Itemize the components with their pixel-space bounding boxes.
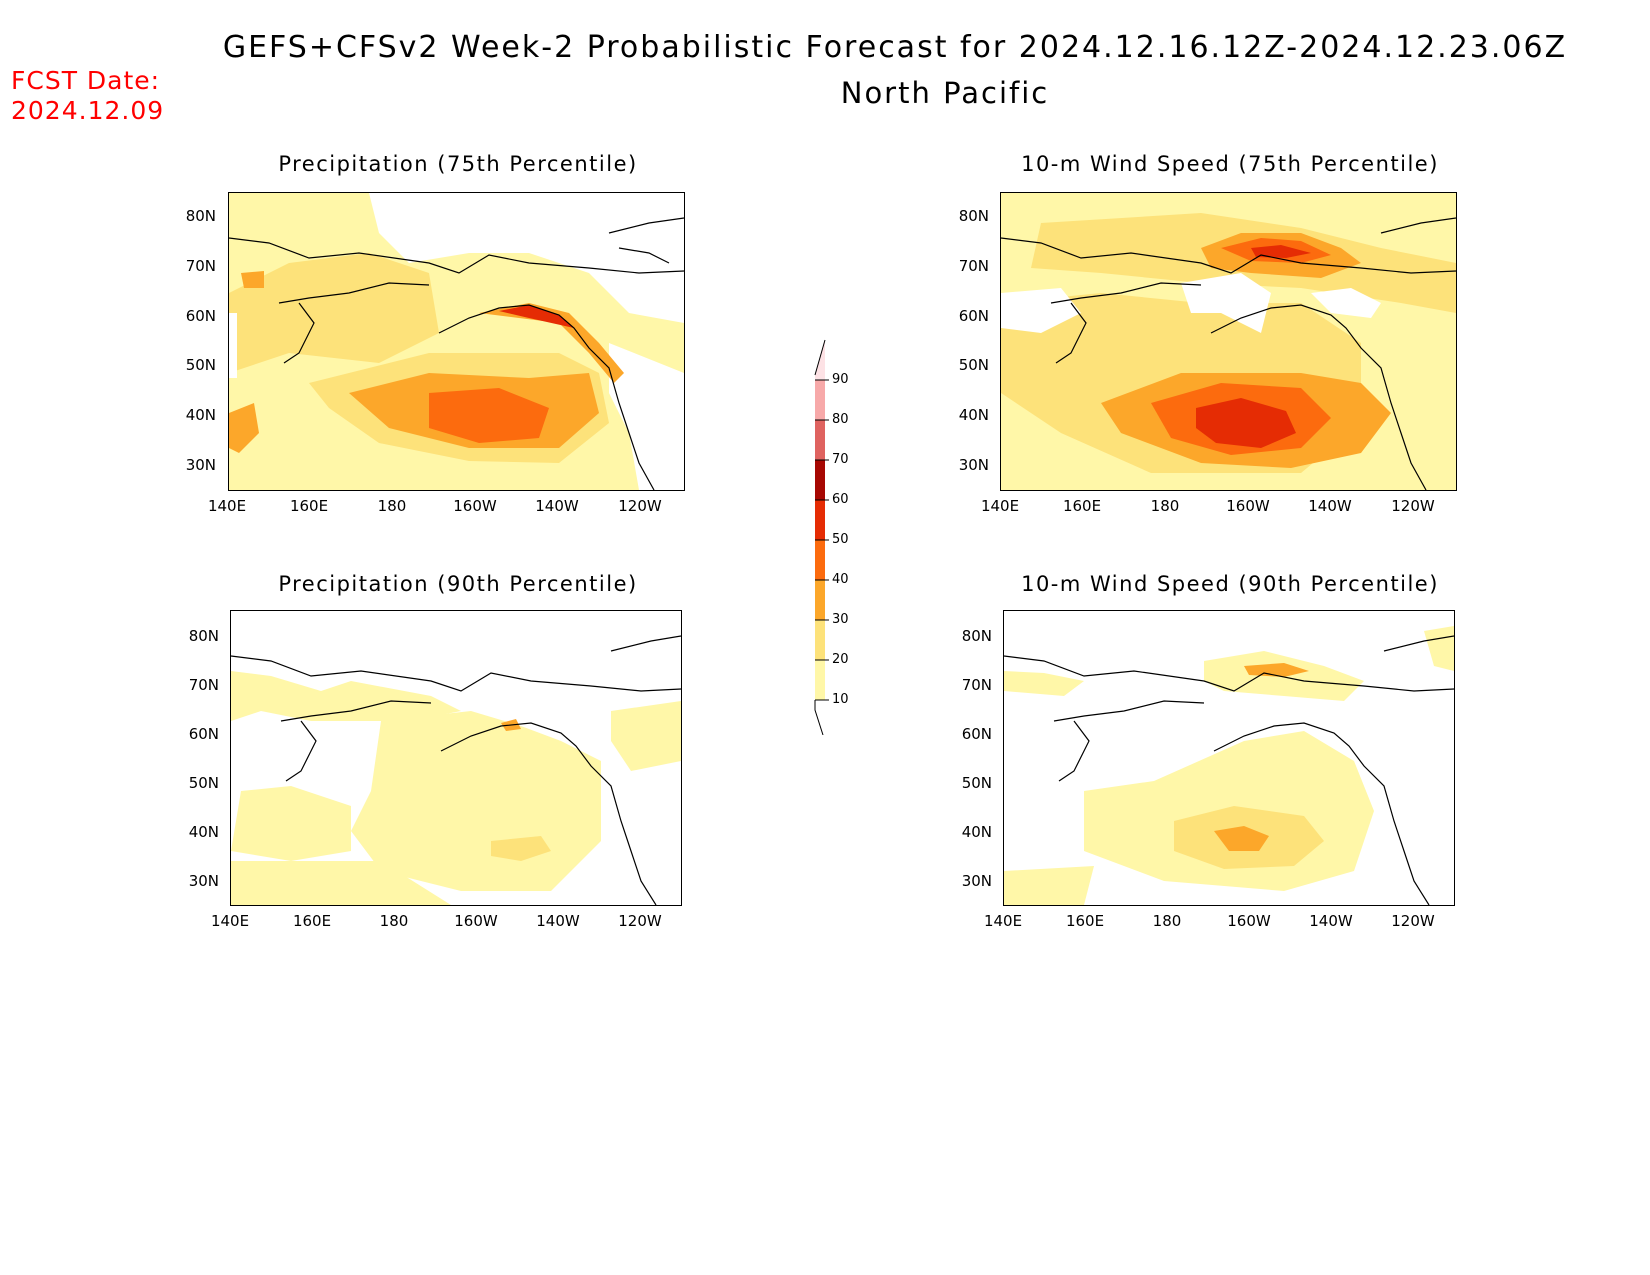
lon-label-140w: 140W — [1309, 912, 1353, 930]
lat-label-60n: 60N — [958, 307, 989, 325]
lat-label-80n: 80N — [958, 207, 989, 225]
colorbar-label-50: 50 — [832, 532, 849, 547]
lat-label-40n: 40N — [961, 823, 992, 841]
lat-label-80n: 80N — [185, 207, 216, 225]
colorbar-swatch-30 — [815, 580, 825, 620]
lat-label-80n: 80N — [188, 627, 219, 645]
lon-label-180: 180 — [377, 497, 407, 515]
lon-label-160w: 160W — [453, 497, 497, 515]
map-plot — [228, 192, 685, 491]
forecast-date-value: 2024.12.09 — [11, 96, 165, 125]
lat-label-50n: 50N — [185, 356, 216, 374]
lat-label-30n: 30N — [958, 456, 989, 474]
lon-label-180: 180 — [379, 912, 409, 930]
colorbar-swatch-50 — [815, 500, 825, 540]
lon-label-160e: 160E — [289, 497, 329, 515]
lon-label-140w: 140W — [1308, 497, 1352, 515]
lon-label-140e: 140E — [980, 497, 1020, 515]
precip-75-field — [229, 193, 684, 490]
colorbar: 90 80 70 60 50 40 30 20 10 — [805, 335, 865, 735]
lat-label-40n: 40N — [958, 406, 989, 424]
wind-75-field — [1001, 193, 1456, 490]
lon-label-180: 180 — [1152, 912, 1182, 930]
lat-label-70n: 70N — [958, 257, 989, 275]
lon-label-140e: 140E — [983, 912, 1023, 930]
wind-90-field — [1004, 611, 1454, 905]
lat-label-40n: 40N — [185, 406, 216, 424]
lon-label-160e: 160E — [1065, 912, 1105, 930]
lon-label-140e: 140E — [210, 912, 250, 930]
lat-label-30n: 30N — [185, 456, 216, 474]
lat-label-50n: 50N — [958, 356, 989, 374]
lon-label-160e: 160E — [292, 912, 332, 930]
panel-title: 10-m Wind Speed (75th Percentile) — [1021, 152, 1439, 176]
lat-label-30n: 30N — [188, 872, 219, 890]
lon-label-120w: 120W — [1391, 497, 1435, 515]
lat-label-70n: 70N — [188, 676, 219, 694]
lat-label-60n: 60N — [188, 725, 219, 743]
lon-label-140w: 140W — [536, 912, 580, 930]
lon-label-160w: 160W — [454, 912, 498, 930]
map-plot — [230, 610, 682, 906]
colorbar-label-60: 60 — [832, 492, 849, 507]
lon-label-160w: 160W — [1227, 912, 1271, 930]
lat-label-60n: 60N — [185, 307, 216, 325]
lon-label-120w: 120W — [618, 497, 662, 515]
main-title-line2: North Pacific — [840, 76, 1050, 110]
map-plot — [1003, 610, 1455, 906]
forecast-date-label: FCST Date: — [11, 66, 161, 95]
forecast-date: FCST Date: 2024.12.09 — [11, 66, 164, 126]
colorbar-label-70: 70 — [832, 452, 849, 467]
colorbar-label-80: 80 — [832, 412, 849, 427]
colorbar-swatch-40 — [815, 540, 825, 580]
colorbar-swatch-60 — [815, 460, 825, 500]
precip-90-field — [231, 611, 681, 905]
map-plot — [1000, 192, 1457, 491]
colorbar-label-90: 90 — [832, 372, 849, 387]
lat-label-50n: 50N — [961, 774, 992, 792]
panel-title: 10-m Wind Speed (90th Percentile) — [1021, 572, 1439, 596]
lat-label-50n: 50N — [188, 774, 219, 792]
lon-label-140w: 140W — [535, 497, 579, 515]
colorbar-swatch-10 — [815, 660, 825, 700]
lat-label-30n: 30N — [961, 872, 992, 890]
main-title-line1: GEFS+CFSv2 Week-2 Probabilistic Forecast… — [222, 30, 1568, 65]
lon-label-180: 180 — [1150, 497, 1180, 515]
lat-label-70n: 70N — [185, 257, 216, 275]
colorbar-label-40: 40 — [832, 572, 849, 587]
lat-label-60n: 60N — [961, 725, 992, 743]
colorbar-label-10: 10 — [832, 692, 849, 707]
lat-label-80n: 80N — [961, 627, 992, 645]
lon-label-160w: 160W — [1226, 497, 1270, 515]
colorbar-swatch-80 — [815, 380, 825, 420]
lon-label-120w: 120W — [1391, 912, 1435, 930]
lon-label-140e: 140E — [207, 497, 247, 515]
lat-label-70n: 70N — [961, 676, 992, 694]
lon-label-120w: 120W — [618, 912, 662, 930]
colorbar-label-20: 20 — [832, 652, 849, 667]
lat-label-40n: 40N — [188, 823, 219, 841]
colorbar-swatch-20 — [815, 620, 825, 660]
colorbar-label-30: 30 — [832, 612, 849, 627]
lon-label-160e: 160E — [1062, 497, 1102, 515]
panel-title: Precipitation (75th Percentile) — [278, 152, 638, 176]
panel-title: Precipitation (90th Percentile) — [278, 572, 638, 596]
colorbar-scale — [814, 339, 829, 735]
colorbar-swatch-70 — [815, 420, 825, 460]
